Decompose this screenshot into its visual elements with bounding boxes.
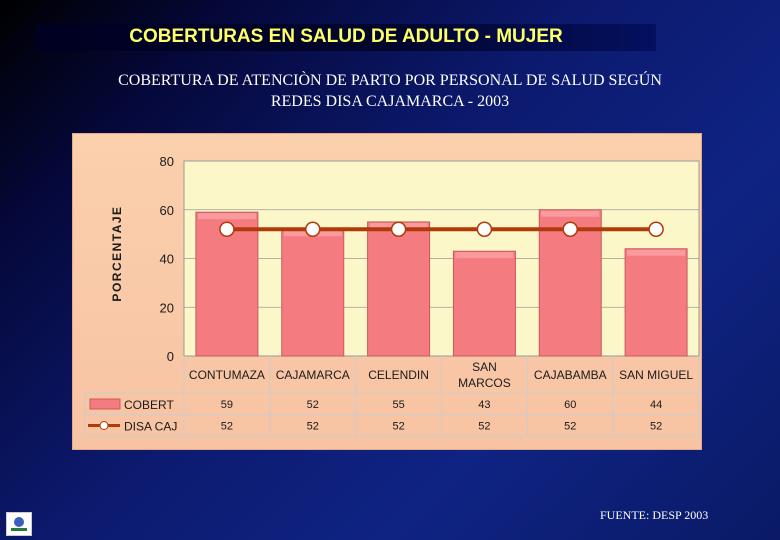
line-marker (390, 221, 407, 237)
category-label: MARCOS (458, 376, 511, 390)
category-label: SAN MIGUEL (619, 368, 693, 382)
line-marker (305, 221, 321, 237)
legend-label-cobert: COBERT (124, 398, 174, 412)
logo-icon (11, 517, 27, 531)
table-value-disa: 52 (307, 421, 319, 433)
source-note: FUENTE: DESP 2003 (600, 508, 709, 522)
line-marker (648, 221, 664, 237)
bar (367, 221, 431, 357)
table-value-cobert: 60 (564, 399, 576, 411)
y-tick-label: 80 (160, 154, 174, 169)
bar (452, 250, 516, 357)
bar (624, 248, 688, 357)
logo (6, 512, 32, 536)
category-label: SAN (472, 360, 497, 374)
category-label: CONTUMAZA (189, 368, 265, 382)
bar-highlight (455, 252, 514, 259)
subtitle-line-2: REDES DISA CAJAMARCA - 2003 (270, 93, 510, 110)
bar-highlight (541, 210, 600, 217)
table-value-cobert: 52 (307, 399, 319, 411)
bar-highlight (627, 249, 686, 256)
category-label: CAJAMARCA (276, 368, 350, 382)
line-marker (562, 221, 578, 237)
category-label: CELENDIN (368, 368, 429, 382)
table-value-disa: 52 (221, 421, 233, 433)
line-marker (476, 221, 493, 237)
line-marker (219, 221, 235, 237)
bar-line-chart: 0 20 40 60 80 PORCENTAJE CONTUMAZA CAJAMARCA CEL… (84, 154, 700, 437)
y-tick-label: 40 (160, 252, 174, 267)
table-value-disa: 52 (478, 421, 490, 433)
y-tick-label: 0 (167, 349, 174, 364)
subtitle-line-1: COBERTURA DE ATENCIÒN DE PARTO POR PERSO… (118, 72, 662, 89)
legend-label-disa: DISA CAJ (124, 420, 177, 434)
legend-key-cobert (89, 398, 121, 410)
table-value-cobert: 55 (392, 399, 404, 411)
y-axis-label: PORCENTAJE (110, 205, 124, 301)
chart-subtitle: COBERTURA DE ATENCIÒN DE PARTO POR PERSO… (40, 70, 740, 112)
table-value-cobert: 44 (650, 399, 662, 411)
y-tick-label: 20 (160, 300, 174, 315)
bar (281, 228, 345, 357)
legend-key-disa-marker (99, 421, 109, 430)
y-tick-label: 60 (160, 203, 174, 218)
chart-panel: 0 20 40 60 80 PORCENTAJE CONTUMAZA CAJAMARCA CEL… (72, 133, 702, 450)
slide-title: COBERTURAS EN SALUD DE ADULTO - MUJER (129, 26, 563, 47)
table-value-cobert: 43 (478, 399, 490, 411)
table-value-disa: 52 (564, 421, 576, 433)
table-value-disa: 52 (392, 421, 404, 433)
table-value-cobert: 59 (221, 399, 233, 411)
table-value-disa: 52 (650, 421, 662, 433)
category-label: CAJABAMBA (534, 368, 607, 382)
title-bar (36, 24, 656, 51)
bar-highlight (197, 213, 256, 220)
